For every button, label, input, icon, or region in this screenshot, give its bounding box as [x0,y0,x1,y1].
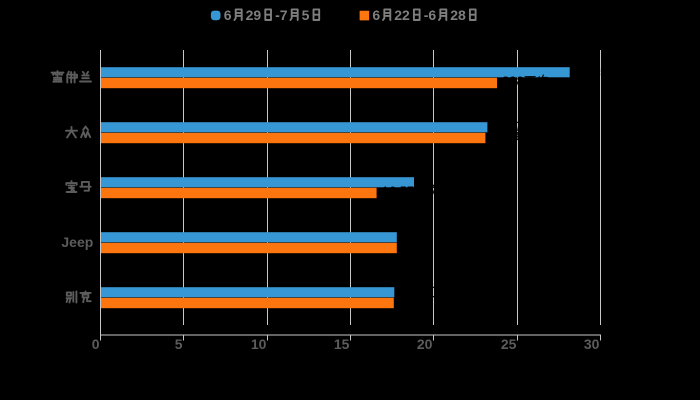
svg-text:28.15: 28.15 [575,64,608,79]
svg-text:28: 28 [450,7,466,23]
svg-text:22: 22 [394,7,410,23]
svg-text:25: 25 [501,336,517,352]
svg-text:0: 0 [92,336,100,352]
svg-text:17.7: 17.7 [402,229,427,244]
svg-text:29: 29 [246,7,262,23]
svg-text:6: 6 [372,7,380,23]
svg-text:20: 20 [417,336,433,352]
svg-text:17.63: 17.63 [399,284,432,299]
svg-text:6: 6 [224,7,232,23]
svg-text:10: 10 [251,336,267,352]
svg-text:16.57: 16.57 [382,183,415,198]
svg-text:232: 232 [492,119,514,134]
svg-text:5: 5 [302,7,310,23]
svg-text:5: 5 [175,336,183,352]
svg-text:15: 15 [334,336,350,352]
svg-text:Jeep: Jeep [61,234,93,250]
svg-text:23.08: 23.08 [490,128,523,143]
svg-text:17.7: 17.7 [402,238,427,253]
svg-text:-7: -7 [275,7,288,23]
svg-text:-6: -6 [424,7,437,23]
svg-text:18.8: 18.8 [419,174,444,189]
svg-text:238: 238 [502,73,524,88]
svg-text:17.62: 17.62 [399,293,432,308]
svg-text:30: 30 [584,336,600,352]
